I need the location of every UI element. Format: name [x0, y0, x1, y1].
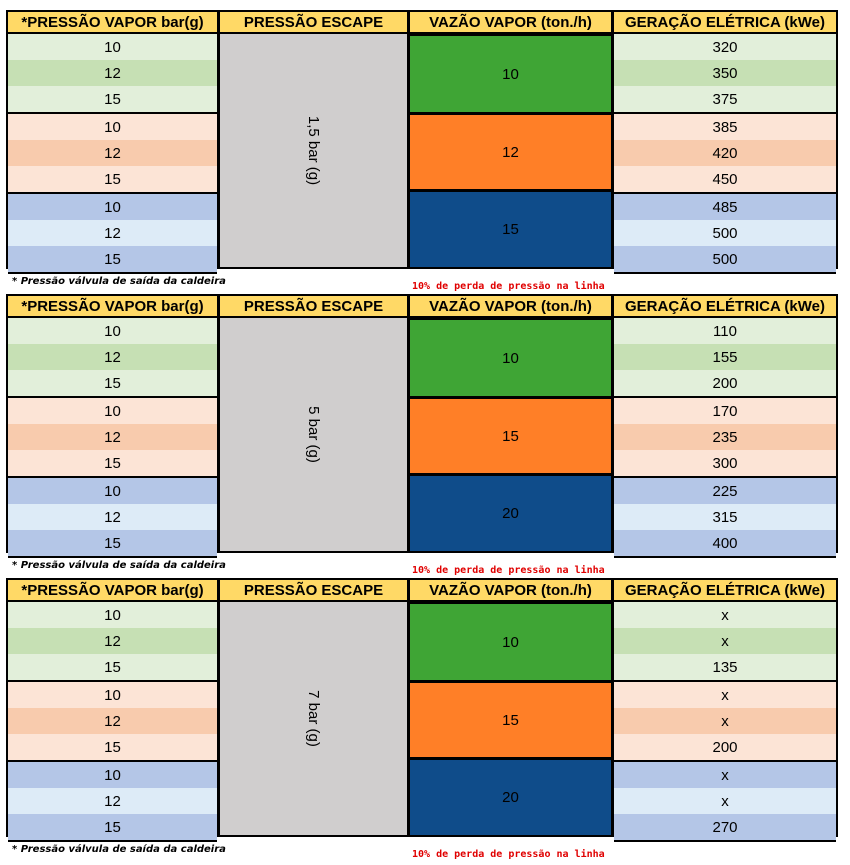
- power-cell: x: [614, 788, 836, 814]
- exhaust-pressure-cell: 1,5 bar (g): [218, 34, 409, 269]
- power-cell: 385: [614, 112, 836, 140]
- header-power: GERAÇÃO ELÉTRICA (kWe): [612, 578, 838, 602]
- line-loss-note: 10% de perda de pressão na linha: [412, 849, 605, 860]
- power-cell: 170: [614, 396, 836, 424]
- power-cell: 270: [614, 814, 836, 842]
- steam-flow-cell: 10: [408, 34, 613, 114]
- pressure-cell: 10: [8, 396, 217, 424]
- pressure-cell: 15: [8, 814, 217, 842]
- header-steam-flow: VAZÃO VAPOR (ton./h): [408, 10, 613, 34]
- steam-flow-cell: 20: [408, 474, 613, 553]
- table-1: *PRESSÃO VAPOR bar(g) PRESSÃO ESCAPE VAZ…: [6, 10, 838, 274]
- header-exhaust-pressure: PRESSÃO ESCAPE: [218, 294, 409, 318]
- power-cell: 135: [614, 654, 836, 680]
- header-steam-pressure: *PRESSÃO VAPOR bar(g): [6, 294, 219, 318]
- power-column: x x 135 x x 200 x x 270: [612, 602, 838, 842]
- steam-pressure-column: 10 12 15 10 12 15 10 12 15: [6, 34, 219, 274]
- table-block-2: *PRESSÃO VAPOR bar(g) PRESSÃO ESCAPE VAZ…: [6, 294, 838, 577]
- steam-flow-cell: 12: [408, 113, 613, 191]
- exhaust-pressure-cell: 7 bar (g): [218, 602, 409, 837]
- pressure-cell: 12: [8, 788, 217, 814]
- header-steam-pressure: *PRESSÃO VAPOR bar(g): [6, 578, 219, 602]
- power-cell: 200: [614, 370, 836, 396]
- header-power: GERAÇÃO ELÉTRICA (kWe): [612, 294, 838, 318]
- table-3: *PRESSÃO VAPOR bar(g) PRESSÃO ESCAPE VAZ…: [6, 578, 838, 842]
- steam-pressure-column: 10 12 15 10 12 15 10 12 15: [6, 318, 219, 558]
- exhaust-pressure-cell: 5 bar (g): [218, 318, 409, 553]
- power-cell: x: [614, 760, 836, 788]
- power-cell: 485: [614, 192, 836, 220]
- pressure-cell: 15: [8, 86, 217, 112]
- header-power: GERAÇÃO ELÉTRICA (kWe): [612, 10, 838, 34]
- steam-flow-cell: 15: [408, 681, 613, 759]
- pressure-cell: 12: [8, 504, 217, 530]
- power-cell: 110: [614, 318, 836, 344]
- pressure-cell: 12: [8, 220, 217, 246]
- steam-flow-cell: 10: [408, 602, 613, 682]
- pressure-cell: 15: [8, 530, 217, 558]
- power-cell: 320: [614, 34, 836, 60]
- pressure-cell: 15: [8, 166, 217, 192]
- exhaust-pressure-value: 7 bar (g): [304, 690, 322, 747]
- power-cell: x: [614, 628, 836, 654]
- steam-flow-cell: 20: [408, 758, 613, 837]
- pressure-cell: 10: [8, 680, 217, 708]
- footnote: * Pressão válvula de saída da caldeira: [12, 276, 226, 287]
- pressure-cell: 10: [8, 112, 217, 140]
- header-steam-flow: VAZÃO VAPOR (ton./h): [408, 294, 613, 318]
- pressure-cell: 10: [8, 476, 217, 504]
- exhaust-pressure-value: 5 bar (g): [304, 406, 322, 463]
- pressure-cell: 10: [8, 602, 217, 628]
- pressure-cell: 12: [8, 708, 217, 734]
- pressure-cell: 12: [8, 140, 217, 166]
- pressure-cell: 15: [8, 654, 217, 680]
- footnote: * Pressão válvula de saída da caldeira: [12, 844, 226, 855]
- header-steam-pressure: *PRESSÃO VAPOR bar(g): [6, 10, 219, 34]
- power-cell: 225: [614, 476, 836, 504]
- pressure-cell: 15: [8, 370, 217, 396]
- power-cell: x: [614, 602, 836, 628]
- pressure-cell: 15: [8, 246, 217, 274]
- power-cell: 155: [614, 344, 836, 370]
- pressure-cell: 15: [8, 734, 217, 760]
- footnote: * Pressão válvula de saída da caldeira: [12, 560, 226, 571]
- line-loss-note: 10% de perda de pressão na linha: [412, 565, 605, 576]
- power-cell: 300: [614, 450, 836, 476]
- pressure-cell: 15: [8, 450, 217, 476]
- steam-pressure-column: 10 12 15 10 12 15 10 12 15: [6, 602, 219, 842]
- pressure-cell: 12: [8, 424, 217, 450]
- pressure-cell: 12: [8, 344, 217, 370]
- pressure-cell: 10: [8, 34, 217, 60]
- steam-flow-cell: 15: [408, 190, 613, 269]
- pressure-cell: 10: [8, 192, 217, 220]
- power-cell: 315: [614, 504, 836, 530]
- table-block-3: *PRESSÃO VAPOR bar(g) PRESSÃO ESCAPE VAZ…: [6, 578, 838, 861]
- power-cell: 200: [614, 734, 836, 760]
- table-block-1: *PRESSÃO VAPOR bar(g) PRESSÃO ESCAPE VAZ…: [6, 10, 838, 293]
- pressure-cell: 12: [8, 628, 217, 654]
- power-cell: 420: [614, 140, 836, 166]
- power-cell: 500: [614, 220, 836, 246]
- power-cell: 375: [614, 86, 836, 112]
- steam-flow-cell: 10: [408, 318, 613, 398]
- table-2: *PRESSÃO VAPOR bar(g) PRESSÃO ESCAPE VAZ…: [6, 294, 838, 558]
- power-cell: 450: [614, 166, 836, 192]
- power-cell: 350: [614, 60, 836, 86]
- header-exhaust-pressure: PRESSÃO ESCAPE: [218, 578, 409, 602]
- power-cell: 235: [614, 424, 836, 450]
- power-column: 320 350 375 385 420 450 485 500 500: [612, 34, 838, 274]
- power-cell: x: [614, 708, 836, 734]
- line-loss-note: 10% de perda de pressão na linha: [412, 281, 605, 292]
- header-exhaust-pressure: PRESSÃO ESCAPE: [218, 10, 409, 34]
- power-cell: 400: [614, 530, 836, 558]
- exhaust-pressure-value: 1,5 bar (g): [304, 115, 322, 186]
- power-cell: 500: [614, 246, 836, 274]
- power-column: 110 155 200 170 235 300 225 315 400: [612, 318, 838, 558]
- pressure-cell: 10: [8, 318, 217, 344]
- pressure-cell: 10: [8, 760, 217, 788]
- power-cell: x: [614, 680, 836, 708]
- pressure-cell: 12: [8, 60, 217, 86]
- header-steam-flow: VAZÃO VAPOR (ton./h): [408, 578, 613, 602]
- steam-flow-cell: 15: [408, 397, 613, 475]
